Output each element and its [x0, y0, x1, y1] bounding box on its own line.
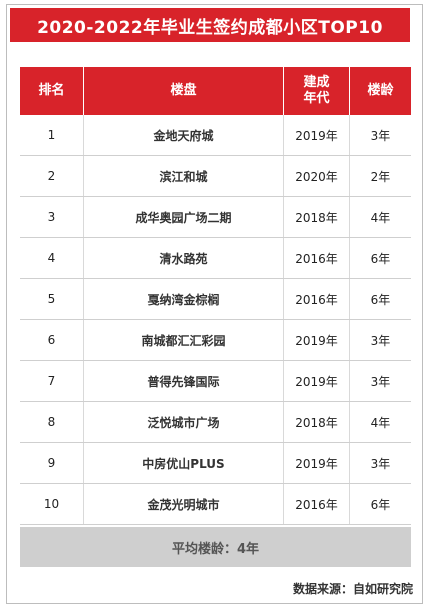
year-cell: 2018年: [283, 402, 349, 442]
table-row: 4 清水路苑 2016年 6年: [20, 238, 411, 279]
year-cell: 2019年: [283, 115, 349, 155]
year-cell: 2019年: [283, 443, 349, 483]
age-cell: 6年: [349, 484, 411, 524]
rank-cell: 8: [47, 415, 56, 429]
name-cell: 南城都汇汇彩园: [83, 320, 283, 360]
year-cell: 2019年: [283, 320, 349, 360]
rank-cell: 9: [47, 456, 56, 470]
rank-cell: 6: [47, 333, 56, 347]
name-cell: 滨江和城: [83, 156, 283, 196]
age-cell: 3年: [349, 115, 411, 155]
header-rank: 排名: [20, 67, 83, 115]
header-name: 楼盘: [83, 67, 283, 115]
name-cell: 金茂光明城市: [83, 484, 283, 524]
average-age-bar: 平均楼龄：4年: [20, 527, 411, 567]
name-cell: 普得先锋国际: [83, 361, 283, 401]
age-cell: 2年: [349, 156, 411, 196]
name-cell: 金地天府城: [83, 115, 283, 155]
age-cell: 4年: [349, 197, 411, 237]
table-row: 2 滨江和城 2020年 2年: [20, 156, 411, 197]
year-cell: 2016年: [283, 279, 349, 319]
header-age: 楼龄: [349, 67, 411, 115]
page-title: 2020-2022年毕业生签约成都小区TOP10: [10, 8, 410, 42]
year-cell: 2019年: [283, 361, 349, 401]
table-body: 1 金地天府城 2019年 3年 2 滨江和城 2020年 2年 3 成华奥园广场二期 2018年 4…: [20, 115, 411, 525]
rank-cell: 7: [47, 374, 56, 388]
year-cell: 2020年: [283, 156, 349, 196]
name-cell: 成华奥园广场二期: [83, 197, 283, 237]
year-cell: 2018年: [283, 197, 349, 237]
ranking-table: 排名 楼盘 建成 年代 楼龄 1 金地天府城 2019年 3年 2 滨江和城 2020年 2年…: [20, 67, 411, 525]
rank-cell: 5: [47, 292, 56, 306]
age-cell: 3年: [349, 361, 411, 401]
rank-cell: 3: [47, 210, 56, 224]
name-cell: 戛纳湾金棕榈: [83, 279, 283, 319]
header-year: 建成 年代: [283, 67, 349, 115]
age-cell: 4年: [349, 402, 411, 442]
table-row: 8 泛悦城市广场 2018年 4年: [20, 402, 411, 443]
rank-cell: 4: [47, 251, 56, 265]
rank-cell: 10: [43, 497, 60, 511]
table-row: 9 中房优山PLUS 2019年 3年: [20, 443, 411, 484]
table-row: 10 金茂光明城市 2016年 6年: [20, 484, 411, 525]
table-header: 排名 楼盘 建成 年代 楼龄: [20, 67, 411, 115]
age-cell: 3年: [349, 443, 411, 483]
age-cell: 6年: [349, 238, 411, 278]
data-source: 数据来源：自如研究院: [292, 582, 413, 596]
table-row: 6 南城都汇汇彩园 2019年 3年: [20, 320, 411, 361]
rank-cell: 2: [47, 169, 56, 183]
name-cell: 中房优山PLUS: [83, 443, 283, 483]
year-cell: 2016年: [283, 484, 349, 524]
table-row: 5 戛纳湾金棕榈 2016年 6年: [20, 279, 411, 320]
table-row: 1 金地天府城 2019年 3年: [20, 115, 411, 156]
table-row: 7 普得先锋国际 2019年 3年: [20, 361, 411, 402]
name-cell: 泛悦城市广场: [83, 402, 283, 442]
year-cell: 2016年: [283, 238, 349, 278]
name-cell: 清水路苑: [83, 238, 283, 278]
age-cell: 3年: [349, 320, 411, 360]
age-cell: 6年: [349, 279, 411, 319]
rank-cell: 1: [47, 128, 56, 142]
table-row: 3 成华奥园广场二期 2018年 4年: [20, 197, 411, 238]
